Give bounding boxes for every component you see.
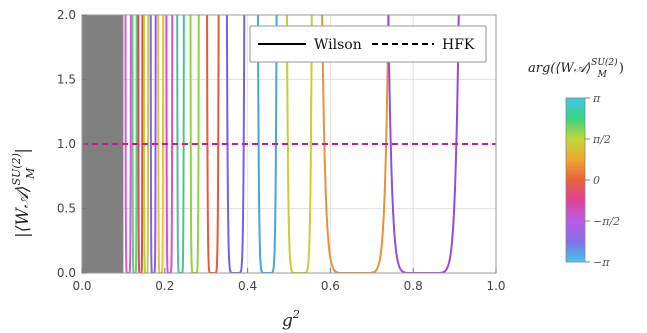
colorbar: arg(⟨W𝒜⟩SU(2) M) π π/2 0 −π/2 −π xyxy=(528,57,624,269)
y-tick-label: 2.0 xyxy=(57,8,76,22)
legend-wilson-label: Wilson xyxy=(314,37,362,53)
wilson-dip-10 xyxy=(225,15,246,273)
wilson-dip-12 xyxy=(285,15,313,273)
y-axis-title-end: | xyxy=(13,148,33,154)
wilson-dip-4 xyxy=(149,15,157,273)
svg-text:|⟨W𝒜⟩SU(2)M|: |⟨W𝒜⟩SU(2)M | xyxy=(10,148,37,238)
y-axis-title-main: |⟨W𝒜⟩ xyxy=(13,185,33,238)
colorbar-title-sup: SU(2) xyxy=(591,57,618,68)
wilson-dip-9 xyxy=(206,15,220,273)
colorbar-gradient xyxy=(565,97,586,263)
x-tick-label: 0.0 xyxy=(72,279,91,293)
x-tick-label: 0.4 xyxy=(238,279,257,293)
x-tick-label: 0.2 xyxy=(155,279,174,293)
legend: Wilson HFK xyxy=(249,25,487,63)
wilson-dip-11 xyxy=(256,15,278,273)
wilson-dip-1 xyxy=(131,15,138,273)
colorbar-tick-label: π/2 xyxy=(592,133,611,146)
wilson-dip-6 xyxy=(165,15,174,273)
colorbar-title: arg(⟨W𝒜⟩SU(2) M) xyxy=(528,57,624,80)
colorbar-tick-label: −π/2 xyxy=(593,215,620,228)
colorbar-tick-label: π xyxy=(592,92,601,105)
y-tick-label: 0.0 xyxy=(57,266,76,280)
y-tick-label: 1.5 xyxy=(57,73,76,87)
x-axis-title: g2 xyxy=(282,308,300,331)
x-tick-label: 0.6 xyxy=(321,279,340,293)
colorbar-title-sub: M xyxy=(597,70,608,80)
y-tick-label: 0.5 xyxy=(57,202,76,216)
wilson-dip-0 xyxy=(124,15,132,273)
wilson-dip-8 xyxy=(189,15,200,273)
wilson-dip-2 xyxy=(137,15,144,273)
x-axis-title-main: g xyxy=(282,311,293,331)
wilson-dip-14 xyxy=(387,15,460,273)
colorbar-tick-label: −π xyxy=(593,256,610,269)
wilson-dip-13 xyxy=(321,15,390,273)
wilson-dip-7 xyxy=(176,15,185,273)
legend-hfk-label: HFK xyxy=(442,37,475,53)
y-axis-title-sup: SU(2) xyxy=(10,153,23,185)
x-axis-title-sup: 2 xyxy=(292,308,300,321)
x-tick-label: 0.8 xyxy=(404,279,423,293)
y-tick-label: 1.0 xyxy=(57,137,76,151)
colorbar-title-main: arg(⟨W𝒜⟩ xyxy=(528,61,591,76)
axes: 0.0 0.2 0.4 0.6 0.8 1.0 0.0 0.5 1.0 1.5 2.0 xyxy=(57,8,506,293)
y-axis-title-sub: M xyxy=(24,167,37,180)
colorbar-tick-label: 0 xyxy=(593,174,600,187)
wilson-dip-5 xyxy=(157,15,165,273)
wilson-dip-3 xyxy=(143,15,150,273)
colorbar-title-end: ) xyxy=(619,61,624,76)
x-tick-label: 1.0 xyxy=(486,279,505,293)
y-axis-title: |⟨W𝒜⟩SU(2)M | xyxy=(10,148,37,238)
wilson-series xyxy=(124,15,460,273)
